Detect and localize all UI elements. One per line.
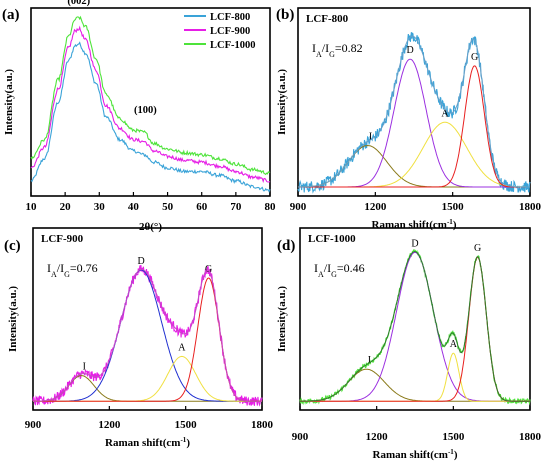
legend-entry: LCF-900 <box>210 26 250 37</box>
x-tick-label: 900 <box>290 201 307 213</box>
fit-peak-d <box>33 269 262 402</box>
x-tick-label: 30 <box>94 201 106 213</box>
peak-label: D <box>411 238 418 249</box>
panel-b: (b) 900 1200 1500 1800 Intensity(a.u.) Raman s… <box>276 7 542 231</box>
panel-title: LCF-900 <box>41 233 84 245</box>
x-axis-label: Raman shift(cm-1) <box>372 218 457 231</box>
x-axis-label: 2θ(°) <box>139 221 162 233</box>
x-tick-label: 1800 <box>251 419 274 431</box>
peak-label: D <box>138 256 145 267</box>
panel-d: (d) 900 1200 1500 1800 Intensity(a.u.) Raman s… <box>276 227 542 461</box>
cumulative-fit <box>297 35 530 188</box>
peak-annotation: (100) <box>134 105 157 116</box>
peak-label: I <box>369 132 372 143</box>
panel-label: (a) <box>2 7 20 23</box>
ratio-text: IA/IG=0.46 <box>314 261 365 279</box>
plot-frame <box>297 7 531 197</box>
peak-label: I <box>83 362 86 373</box>
plot-frame <box>30 7 271 197</box>
x-tick-label: 20 <box>60 201 72 213</box>
x-tick-label: 1500 <box>442 431 465 443</box>
y-axis-label: Intensity(a.u.) <box>7 286 19 352</box>
fit-peak-a <box>33 355 262 402</box>
peak-annotation: (002) <box>67 0 90 7</box>
x-axis-label: Raman shift(cm-1) <box>373 448 458 461</box>
panel-c: (c) 900 1200 1500 1800 Intensity(a.u.) Raman s… <box>4 227 274 449</box>
panel-label: (c) <box>4 238 21 254</box>
x-tick-label: 60 <box>196 201 208 213</box>
x-tick-label: 1500 <box>175 419 198 431</box>
y-axis-label: Intensity(a.u.) <box>276 69 288 135</box>
ratio-text: IA/IG=0.76 <box>47 261 98 279</box>
x-tick-label: 80 <box>265 201 277 213</box>
fit-peak-a <box>298 121 530 188</box>
panel-label: (b) <box>276 7 294 23</box>
plot-frame <box>299 227 531 411</box>
y-axis-label: Intensity(a.u.) <box>3 69 15 135</box>
x-tick-label: 70 <box>230 201 242 213</box>
fit-peak-g <box>300 256 530 402</box>
peak-label: A <box>441 108 449 119</box>
peak-label: A <box>450 339 458 350</box>
peak-label: G <box>471 52 478 63</box>
x-tick-label: 10 <box>26 201 38 213</box>
x-axis-label: Raman shift(cm-1) <box>105 436 190 449</box>
fit-peak-g <box>298 65 530 188</box>
y-axis-label: Intensity(a.u.) <box>276 286 288 352</box>
series-line-lcf-1000 <box>30 15 271 176</box>
panel-label: (d) <box>277 238 295 254</box>
peak-label: G <box>205 264 212 275</box>
x-tick-label: 1200 <box>98 419 121 431</box>
peak-label: I <box>368 355 371 366</box>
x-tick-label: 1800 <box>519 201 542 213</box>
series-line-lcf-900 <box>30 25 271 184</box>
panel-a: (a) 10 20 30 40 50 60 70 80 Intensity(a.u.) 2θ(°) (… <box>2 0 276 233</box>
x-tick-label: 1200 <box>366 431 389 443</box>
x-tick-label: 900 <box>25 419 42 431</box>
legend-entry: LCF-800 <box>210 12 250 23</box>
raman-spectrum <box>32 265 263 407</box>
x-tick-label: 40 <box>128 201 140 213</box>
cumulative-fit <box>300 251 530 402</box>
cumulative-fit <box>33 268 262 402</box>
panel-title: LCF-800 <box>306 13 349 25</box>
panel-title: LCF-1000 <box>308 233 356 245</box>
peak-label: A <box>178 342 186 353</box>
ratio-text: IA/IG=0.82 <box>312 41 363 59</box>
x-tick-label: 900 <box>292 431 309 443</box>
legend-entry: LCF-1000 <box>210 40 256 51</box>
x-tick-label: 1800 <box>519 431 542 443</box>
series-line-lcf-800 <box>30 41 271 193</box>
x-tick-label: 1200 <box>364 201 387 213</box>
plot-frame <box>32 227 263 411</box>
peak-label: D <box>407 45 414 56</box>
x-tick-label: 50 <box>162 201 174 213</box>
peak-label: G <box>474 243 481 254</box>
x-tick-label: 1500 <box>442 201 465 213</box>
